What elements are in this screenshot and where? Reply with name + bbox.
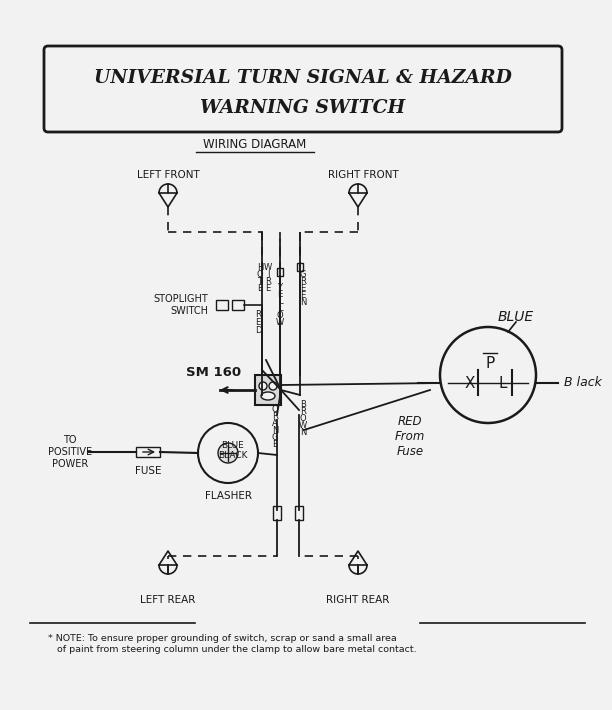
Text: LEFT FRONT: LEFT FRONT xyxy=(136,170,200,180)
Circle shape xyxy=(259,382,267,390)
Text: G: G xyxy=(300,270,306,279)
Text: E: E xyxy=(272,440,278,449)
Text: N: N xyxy=(300,298,306,307)
Text: WARNING SWITCH: WARNING SWITCH xyxy=(200,99,406,117)
Bar xyxy=(295,506,303,520)
Text: R: R xyxy=(300,277,306,286)
Text: Y: Y xyxy=(277,283,283,292)
Text: B lack: B lack xyxy=(564,376,602,390)
Text: WIRING DIAGRAM: WIRING DIAGRAM xyxy=(203,138,307,151)
FancyBboxPatch shape xyxy=(44,46,562,132)
Text: FUSE: FUSE xyxy=(135,466,161,476)
Text: BLUE: BLUE xyxy=(222,440,244,449)
Text: UNIVERSIAL TURN SIGNAL & HAZARD: UNIVERSIAL TURN SIGNAL & HAZARD xyxy=(94,69,512,87)
Text: W: W xyxy=(264,263,272,272)
Text: W: W xyxy=(276,318,284,327)
Text: RIGHT FRONT: RIGHT FRONT xyxy=(327,170,398,180)
Text: E: E xyxy=(300,291,305,300)
Text: RED
From
Fuse: RED From Fuse xyxy=(395,415,425,458)
Text: R: R xyxy=(272,412,278,421)
Bar xyxy=(277,268,283,276)
Text: RIGHT REAR: RIGHT REAR xyxy=(326,595,390,605)
Circle shape xyxy=(218,443,238,463)
Text: O: O xyxy=(277,311,283,320)
Bar xyxy=(273,506,281,520)
Text: R: R xyxy=(265,277,271,286)
Text: O: O xyxy=(256,270,263,279)
Text: H: H xyxy=(257,263,263,272)
Text: FLASHER: FLASHER xyxy=(204,491,252,501)
Text: LEFT REAR: LEFT REAR xyxy=(140,595,196,605)
Text: E: E xyxy=(277,290,283,299)
Circle shape xyxy=(198,423,258,483)
Text: BLUE: BLUE xyxy=(498,310,534,324)
Text: G: G xyxy=(272,433,278,442)
Text: BLACK: BLACK xyxy=(218,451,248,459)
Text: L: L xyxy=(499,376,507,391)
Text: O: O xyxy=(300,414,307,423)
Bar xyxy=(216,300,228,310)
Text: E: E xyxy=(266,284,271,293)
Text: L: L xyxy=(278,304,282,313)
Text: X: X xyxy=(465,376,476,391)
Text: E: E xyxy=(255,318,261,327)
Text: T: T xyxy=(258,277,263,286)
Text: A: A xyxy=(272,419,278,428)
Ellipse shape xyxy=(261,392,275,400)
Bar xyxy=(232,300,244,310)
Text: N: N xyxy=(272,426,278,435)
Text: N: N xyxy=(300,428,306,437)
Text: STOPLIGHT
SWITCH: STOPLIGHT SWITCH xyxy=(153,294,208,316)
Bar xyxy=(297,263,303,271)
Text: E: E xyxy=(300,284,305,293)
Text: B: B xyxy=(300,400,306,409)
Text: O: O xyxy=(272,405,278,414)
Text: L: L xyxy=(278,297,282,306)
Text: * NOTE: To ensure proper grounding of switch, scrap or sand a small area: * NOTE: To ensure proper grounding of sw… xyxy=(48,634,397,643)
Text: TO
POSITIVE
POWER: TO POSITIVE POWER xyxy=(48,435,92,469)
Bar xyxy=(255,375,281,405)
Text: E: E xyxy=(258,284,263,293)
Circle shape xyxy=(269,382,277,390)
Text: I: I xyxy=(267,270,269,279)
Text: W: W xyxy=(299,421,307,430)
Text: P: P xyxy=(485,356,494,371)
Text: SM 160: SM 160 xyxy=(186,366,241,378)
Text: D: D xyxy=(255,326,261,335)
Bar xyxy=(136,447,160,457)
Text: R: R xyxy=(255,310,261,319)
Text: of paint from steering column under the clamp to allow bare metal contact.: of paint from steering column under the … xyxy=(48,645,417,654)
Circle shape xyxy=(440,327,536,423)
Text: R: R xyxy=(300,407,306,416)
